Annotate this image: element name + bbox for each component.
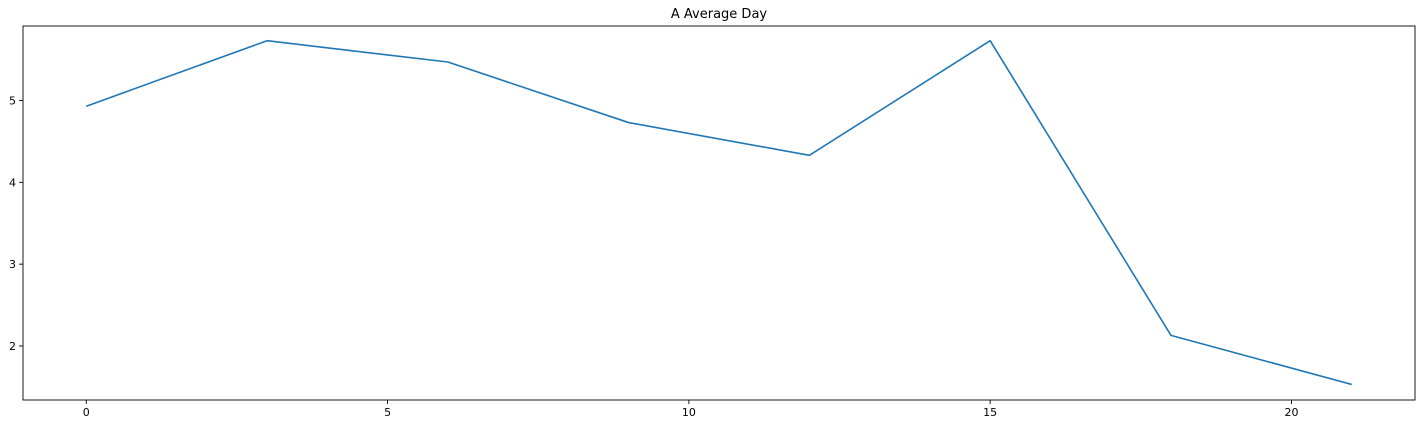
x-tick-label: 5 xyxy=(384,406,391,419)
y-tick-label: 3 xyxy=(9,258,16,271)
x-tick-label: 10 xyxy=(682,406,696,419)
y-tick-label: 5 xyxy=(9,94,16,107)
x-tick-label: 0 xyxy=(83,406,90,419)
y-tick-label: 4 xyxy=(9,176,16,189)
axes-frame xyxy=(22,25,1416,401)
y-tick-label: 2 xyxy=(9,340,16,353)
plot-area: 0 5 10 15 20 2 3 4 5 xyxy=(9,25,1416,419)
chart-title: A Average Day xyxy=(671,7,768,22)
x-tick-label: 20 xyxy=(1284,406,1298,419)
series-line-0 xyxy=(85,39,1352,386)
x-tick-label: 15 xyxy=(983,406,997,419)
